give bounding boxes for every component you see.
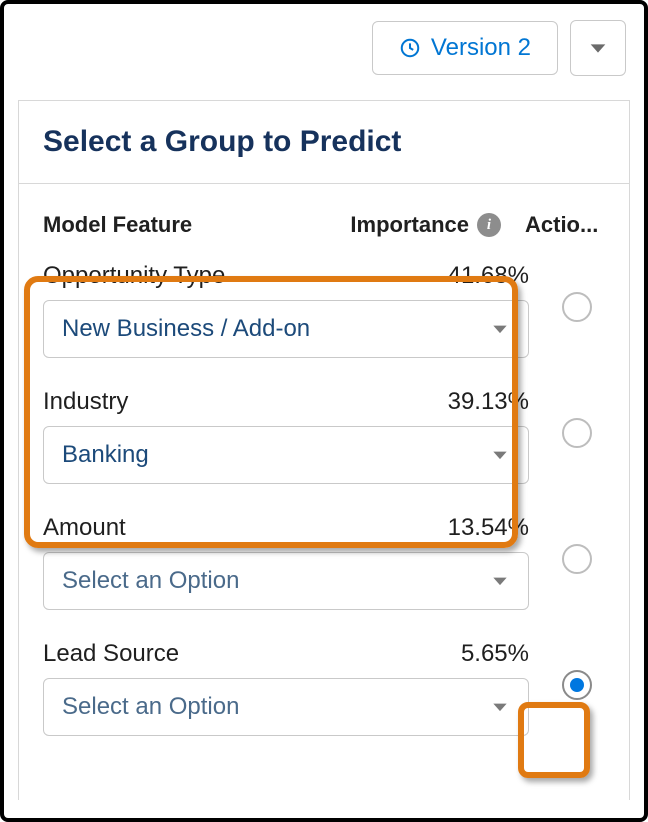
feature-select-industry[interactable]: Banking bbox=[43, 426, 529, 484]
feature-label: Amount bbox=[43, 514, 126, 542]
feature-rows: Opportunity Type 41.68% New Business / A… bbox=[19, 256, 629, 800]
feature-importance: 41.68% bbox=[448, 262, 529, 290]
col-header-importance-label: Importance bbox=[350, 212, 469, 238]
col-header-action: Actio... bbox=[525, 212, 605, 238]
col-header-importance: Importance i bbox=[350, 212, 501, 238]
action-radio-selected[interactable] bbox=[562, 670, 592, 700]
feature-label: Opportunity Type bbox=[43, 262, 225, 290]
topbar: Version 2 bbox=[4, 4, 644, 100]
feature-select-opportunity-type[interactable]: New Business / Add-on bbox=[43, 300, 529, 358]
version-button[interactable]: Version 2 bbox=[372, 21, 558, 75]
action-radio[interactable] bbox=[562, 544, 592, 574]
page-title: Select a Group to Predict bbox=[43, 125, 605, 159]
feature-importance: 5.65% bbox=[461, 640, 529, 668]
chevron-down-icon bbox=[490, 319, 510, 339]
chevron-down-icon bbox=[587, 37, 609, 59]
feature-row-opportunity-type: Opportunity Type 41.68% New Business / A… bbox=[43, 256, 605, 372]
feature-row-industry: Industry 39.13% Banking bbox=[43, 382, 605, 498]
chevron-down-icon bbox=[490, 697, 510, 717]
feature-select-lead-source[interactable]: Select an Option bbox=[43, 678, 529, 736]
feature-label: Industry bbox=[43, 388, 128, 416]
select-value: Banking bbox=[62, 441, 149, 469]
feature-select-amount[interactable]: Select an Option bbox=[43, 552, 529, 610]
feature-row-amount: Amount 13.54% Select an Option bbox=[43, 508, 605, 624]
action-radio[interactable] bbox=[562, 418, 592, 448]
column-headers: Model Feature Importance i Actio... bbox=[19, 184, 629, 256]
feature-importance: 39.13% bbox=[448, 388, 529, 416]
info-icon[interactable]: i bbox=[477, 213, 501, 237]
chevron-down-icon bbox=[490, 571, 510, 591]
select-value: New Business / Add-on bbox=[62, 315, 310, 343]
feature-label: Lead Source bbox=[43, 640, 179, 668]
col-header-feature: Model Feature bbox=[43, 212, 350, 238]
feature-importance: 13.54% bbox=[448, 514, 529, 542]
panel: Select a Group to Predict Model Feature … bbox=[18, 100, 630, 800]
chevron-down-icon bbox=[490, 445, 510, 465]
clock-icon bbox=[399, 37, 421, 59]
select-placeholder: Select an Option bbox=[62, 567, 239, 595]
feature-row-lead-source: Lead Source 5.65% Select an Option bbox=[43, 634, 605, 750]
panel-header: Select a Group to Predict bbox=[19, 100, 629, 184]
version-dropdown-button[interactable] bbox=[570, 20, 626, 76]
panel-wrap: Select a Group to Predict Model Feature … bbox=[4, 100, 644, 800]
action-radio[interactable] bbox=[562, 292, 592, 322]
select-placeholder: Select an Option bbox=[62, 693, 239, 721]
version-label: Version 2 bbox=[431, 34, 531, 62]
